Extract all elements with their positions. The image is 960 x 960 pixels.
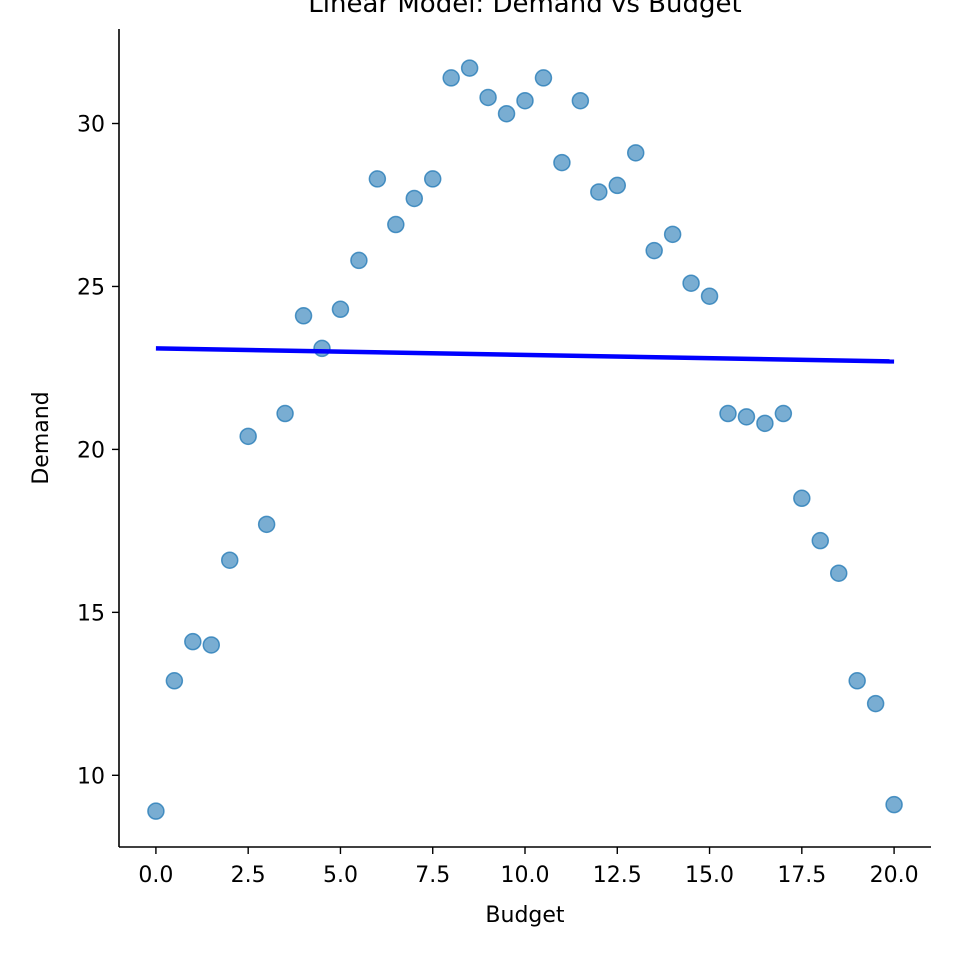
scatter-point	[719, 404, 737, 423]
scatter-point	[848, 672, 866, 690]
scatter-point	[534, 69, 553, 87]
scatter-point	[220, 551, 239, 569]
scatter-point	[626, 144, 645, 162]
y-tick-label: 15	[77, 601, 105, 626]
scatter-point	[737, 408, 756, 426]
y-tick-label: 25	[77, 275, 105, 300]
scatter-point	[239, 427, 257, 446]
x-tick-label: 7.5	[415, 863, 450, 888]
scatter-point	[313, 339, 331, 358]
regression-line	[155, 346, 895, 364]
scatter-point	[663, 225, 682, 244]
scatter-point	[793, 489, 811, 508]
scatter-point	[866, 694, 885, 713]
x-tick-label: 17.5	[777, 863, 826, 888]
plot-marks	[147, 59, 903, 820]
scatter-point	[516, 91, 534, 110]
scatter-point	[571, 91, 590, 110]
chart-title: Linear Model: Demand vs Budget	[308, 0, 741, 19]
scatter-point	[682, 274, 700, 292]
scatter-point	[885, 795, 903, 814]
x-ticks: 0.0 2.5 5.0 7.5 10.0 12.5 15.0 17.5 20.0	[138, 847, 919, 888]
y-tick-label: 20	[77, 438, 105, 463]
x-tick-label: 0.0	[138, 863, 173, 888]
scatter-point	[184, 632, 202, 651]
scatter-point	[147, 802, 165, 820]
scatter-point	[202, 636, 221, 654]
scatter-point	[811, 531, 830, 550]
y-tick-label: 10	[77, 764, 105, 789]
scatter-point	[350, 251, 368, 270]
x-tick-label: 5.0	[323, 863, 358, 888]
scatter-point	[331, 300, 350, 319]
scatter-point	[442, 69, 460, 87]
scatter-point	[423, 170, 442, 188]
scatter-point	[460, 59, 479, 77]
scatter-point	[829, 564, 848, 582]
x-tick-label: 15.0	[685, 863, 734, 888]
scatter-point	[608, 176, 627, 195]
y-ticks: 10 15 20 25 30	[77, 113, 119, 789]
scatter-point	[276, 404, 294, 423]
scatter-point	[368, 170, 387, 188]
x-tick-label: 2.5	[231, 863, 266, 888]
scatter-point	[405, 189, 424, 208]
scatter-point	[700, 287, 719, 305]
y-axis-label: Demand	[29, 391, 54, 484]
scatter-point	[165, 672, 184, 690]
scatter-point	[479, 88, 497, 107]
scatter-point	[645, 241, 663, 260]
scatter-point	[497, 104, 516, 123]
x-tick-label: 12.5	[593, 863, 642, 888]
scatter-point	[590, 183, 608, 201]
scatter-point	[257, 515, 276, 534]
scatter-point	[553, 153, 571, 172]
scatter-point	[774, 404, 793, 423]
scatter-point	[294, 307, 313, 325]
y-tick-label: 30	[77, 113, 105, 138]
scatter-point	[756, 414, 774, 433]
x-tick-label: 10.0	[501, 863, 550, 888]
scatter-point	[387, 215, 405, 234]
x-axis-label: Budget	[485, 903, 565, 928]
x-tick-label: 20.0	[870, 863, 919, 888]
